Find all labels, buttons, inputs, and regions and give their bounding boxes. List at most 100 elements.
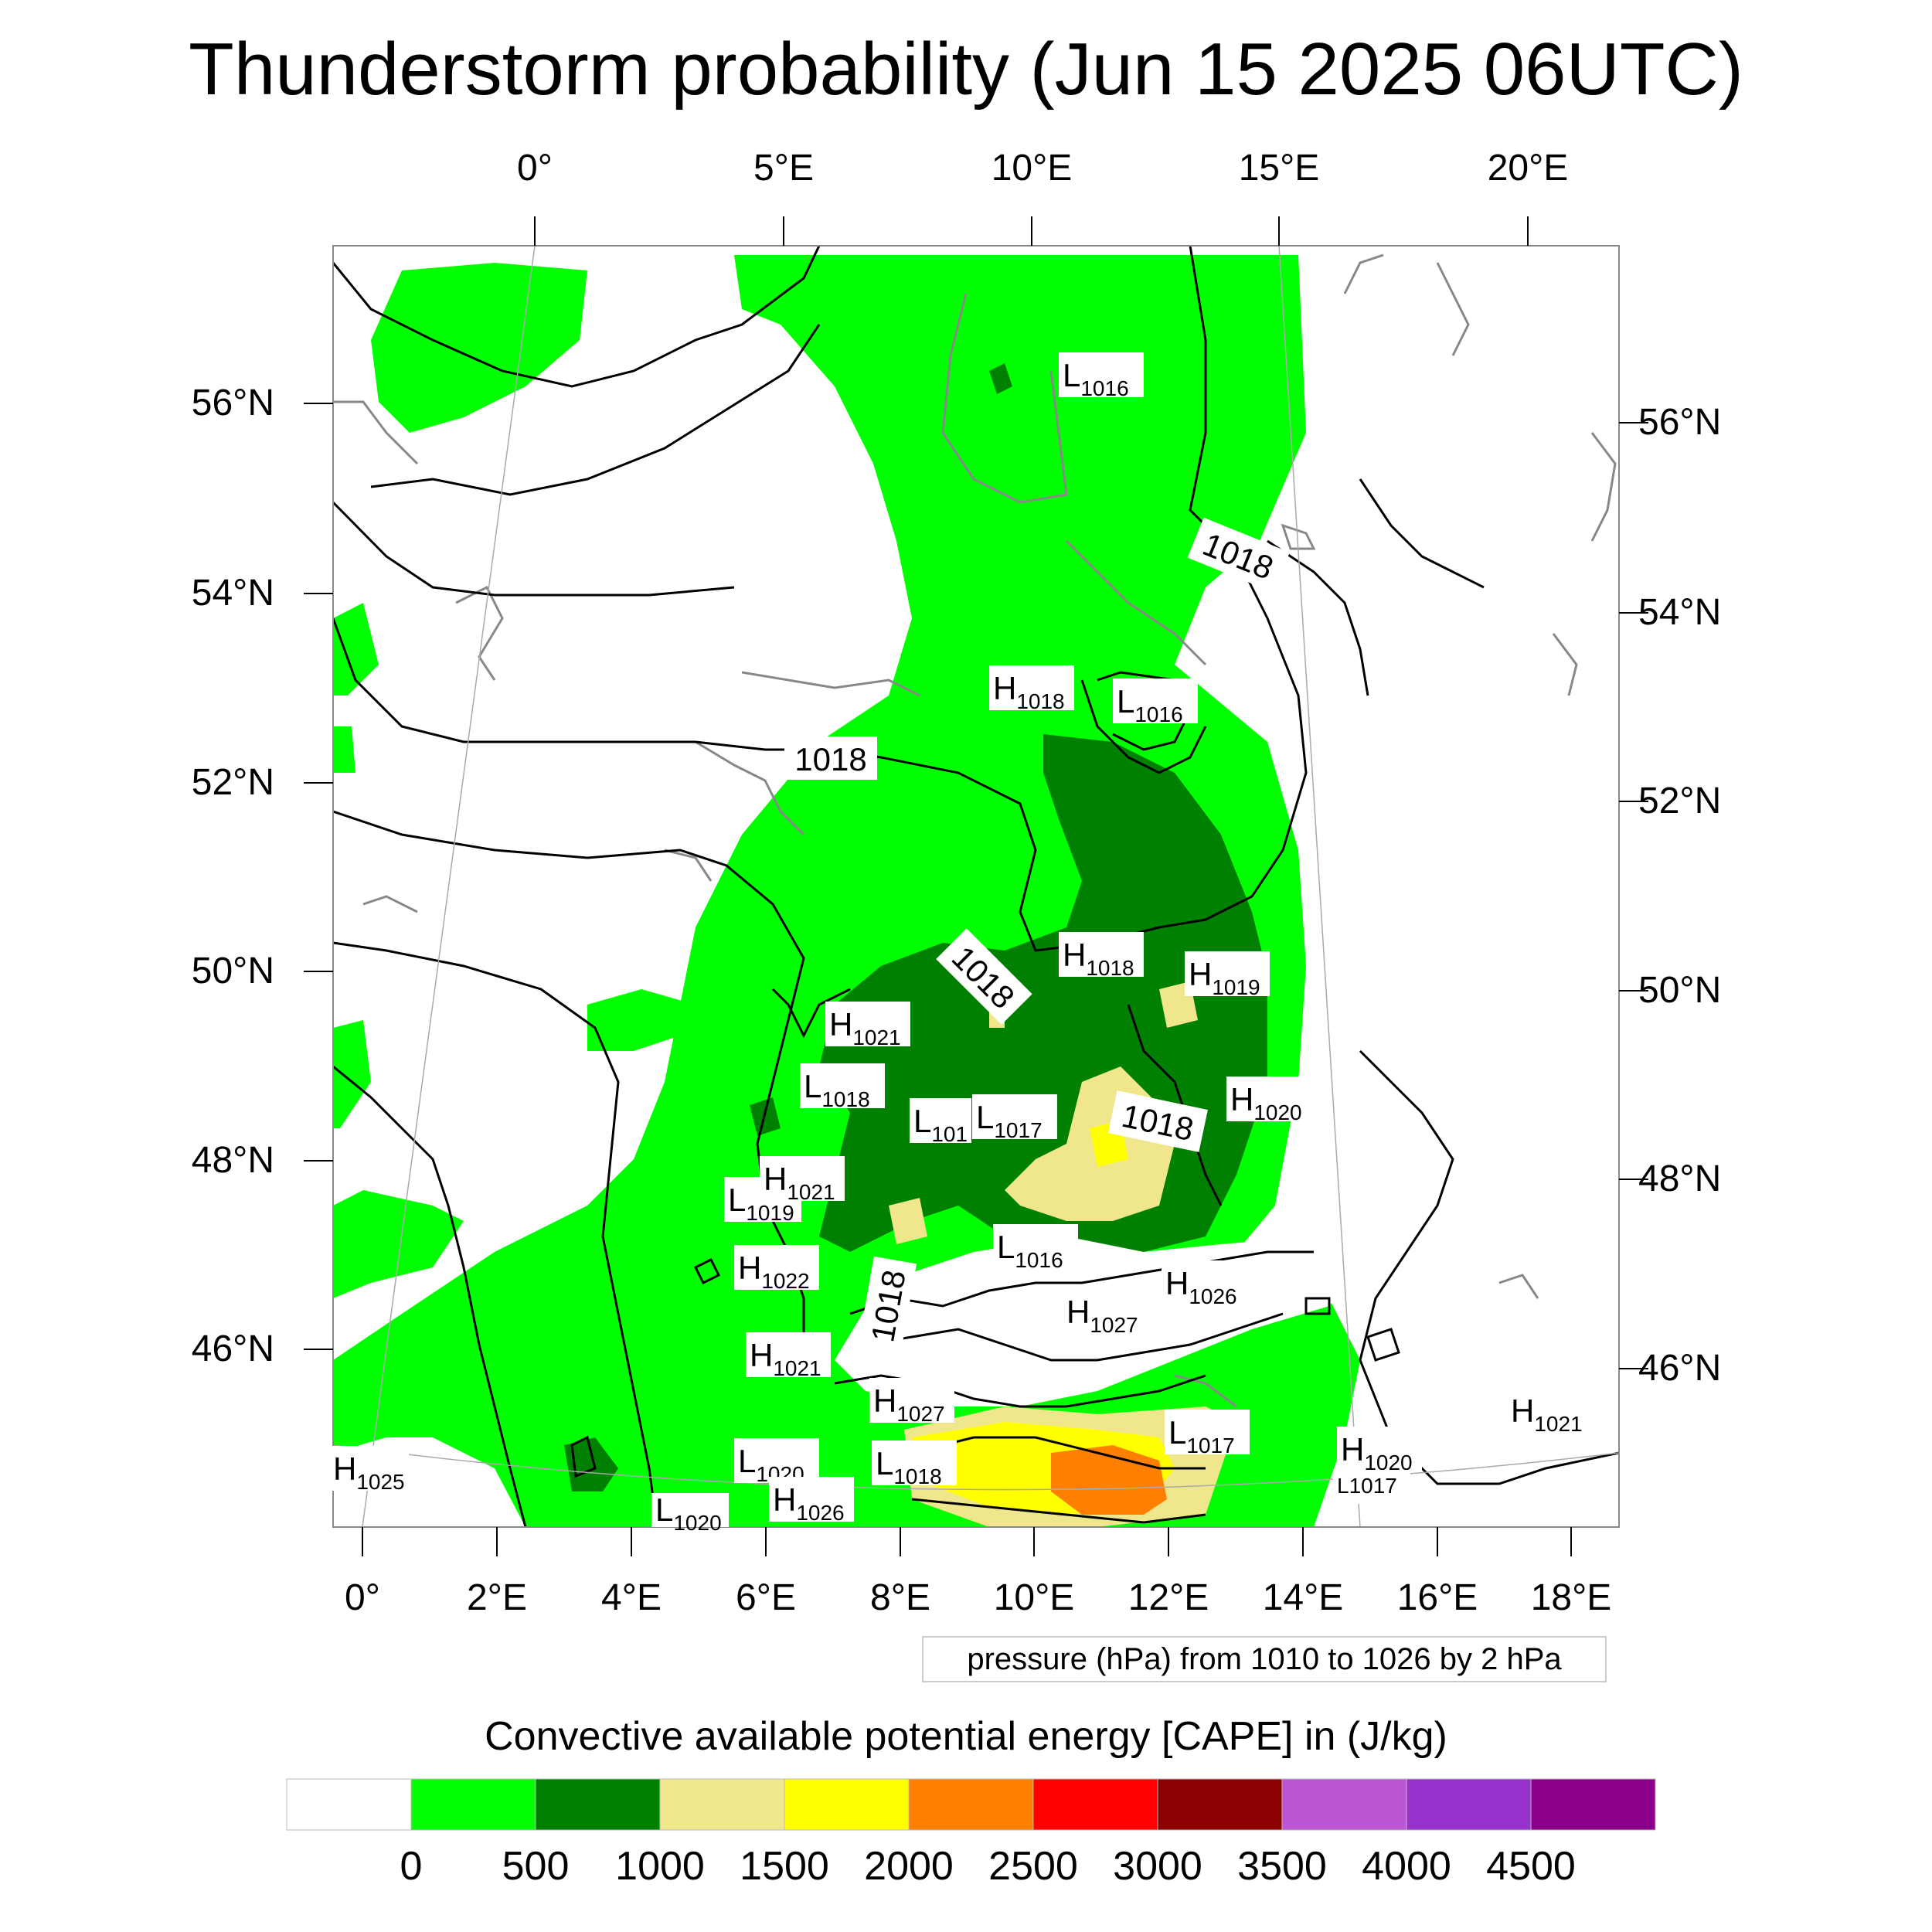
- colorbar-swatch: [1157, 1778, 1283, 1831]
- center-type: H: [738, 1250, 761, 1286]
- svg-text:H1026: H1026: [1165, 1265, 1237, 1308]
- right-lat-label: 52°N: [1638, 781, 1722, 821]
- colorbar-swatch: [659, 1778, 785, 1831]
- center-value: 1021: [787, 1180, 835, 1204]
- left-lat-label: 50°N: [191, 951, 274, 992]
- svg-text:L1019: L1019: [728, 1182, 794, 1225]
- center-type: L: [1337, 1474, 1349, 1498]
- center-value: 1017: [1349, 1474, 1397, 1498]
- left-lat-label: 46°N: [191, 1328, 274, 1369]
- colorbar-swatch: [1032, 1778, 1158, 1831]
- center-value: 1020: [673, 1511, 721, 1535]
- center-value: 1019: [746, 1201, 794, 1225]
- colorbar-label: 1500: [740, 1844, 829, 1889]
- svg-text:L1018: L1018: [804, 1068, 870, 1111]
- center-value: 1026: [796, 1501, 844, 1525]
- svg-text:H1025: H1025: [333, 1451, 405, 1494]
- center-value: 101: [931, 1122, 968, 1146]
- graticule: [333, 246, 1619, 1527]
- center-type: H: [873, 1383, 896, 1419]
- colorbar: [286, 1778, 1656, 1831]
- colorbar-swatch: [286, 1778, 412, 1831]
- bottom-lon-label: 12°E: [1128, 1577, 1209, 1618]
- svg-text:H1019: H1019: [1189, 956, 1260, 999]
- center-value: 1021: [1534, 1412, 1582, 1436]
- colorbar-title: Convective available potential energy [C…: [485, 1714, 1447, 1759]
- svg-text:H1021: H1021: [829, 1006, 901, 1049]
- center-type: L: [655, 1492, 673, 1528]
- top-lon-label: 10°E: [991, 148, 1073, 189]
- bottom-lon-label: 2°E: [467, 1577, 527, 1618]
- colorbar-swatch: [1406, 1778, 1532, 1831]
- center-type: L: [997, 1229, 1015, 1265]
- colorbar-label: 2000: [864, 1844, 954, 1889]
- center-type: L: [738, 1443, 756, 1479]
- bottom-lon-label: 14°E: [1262, 1577, 1344, 1618]
- colorbar-swatch: [535, 1778, 661, 1831]
- center-type: H: [764, 1161, 787, 1197]
- svg-text:L1016: L1016: [1117, 683, 1183, 726]
- center-value: 1019: [1212, 975, 1260, 999]
- center-type: H: [333, 1451, 356, 1487]
- left-lat-label: 56°N: [191, 383, 274, 423]
- center-type: H: [750, 1337, 773, 1373]
- top-lon-label: 20°E: [1487, 148, 1569, 189]
- center-type: H: [1230, 1081, 1253, 1117]
- top-lon-label: 15°E: [1238, 148, 1320, 189]
- svg-text:L1018: L1018: [876, 1445, 942, 1488]
- center-type: H: [1341, 1431, 1364, 1468]
- colorbar-label: 2500: [988, 1844, 1078, 1889]
- center-value: 1017: [994, 1118, 1042, 1142]
- center-value: 1022: [761, 1269, 809, 1293]
- contour-label: 1018: [794, 741, 866, 777]
- center-type: L: [913, 1103, 931, 1139]
- right-lat-label: 48°N: [1638, 1158, 1722, 1199]
- colorbar-label: 1000: [615, 1844, 705, 1889]
- colorbar-label: 0: [400, 1844, 423, 1889]
- center-value: 1021: [852, 1026, 900, 1049]
- center-value: 1017: [1186, 1434, 1234, 1458]
- center-type: H: [1165, 1265, 1189, 1301]
- svg-text:L1016: L1016: [1063, 357, 1129, 400]
- center-value: 1020: [1253, 1100, 1301, 1124]
- center-type: H: [1063, 937, 1086, 973]
- colorbar-label: 500: [502, 1844, 570, 1889]
- bottom-lon-label: 8°E: [870, 1577, 930, 1618]
- svg-text:H1027: H1027: [873, 1383, 945, 1426]
- axis-ticks: [304, 216, 1648, 1556]
- bottom-lon-label: 10°E: [993, 1577, 1075, 1618]
- center-type: L: [728, 1182, 746, 1218]
- pressure-centers: L1016 H1018 L1016 H1018 H1019 H1021 L101…: [332, 352, 1592, 1535]
- colorbar-swatch: [908, 1778, 1034, 1831]
- center-value: 1016: [1080, 376, 1128, 400]
- right-lat-label: 56°N: [1638, 402, 1722, 443]
- right-lat-label: 54°N: [1638, 592, 1722, 633]
- center-value: 1016: [1015, 1248, 1063, 1272]
- colorbar-label: 3000: [1113, 1844, 1202, 1889]
- right-lat-label: 46°N: [1638, 1348, 1722, 1389]
- bottom-lon-label: 16°E: [1396, 1577, 1478, 1618]
- bottom-lon-label: 0°: [345, 1577, 380, 1618]
- bottom-lon-label: 6°E: [736, 1577, 796, 1618]
- colorbar-label: 3500: [1237, 1844, 1327, 1889]
- colorbar-label: 4000: [1362, 1844, 1451, 1889]
- left-lat-label: 54°N: [191, 573, 274, 614]
- center-value: 1018: [893, 1464, 941, 1488]
- svg-text:H1026: H1026: [773, 1481, 845, 1525]
- svg-text:H1018: H1018: [993, 670, 1065, 713]
- center-type: H: [829, 1006, 852, 1043]
- center-type: L: [876, 1445, 893, 1481]
- center-type: L: [804, 1068, 821, 1104]
- svg-text:L101: L101: [913, 1103, 968, 1146]
- bottom-lon-label: 4°E: [601, 1577, 662, 1618]
- center-type: H: [1189, 956, 1212, 992]
- center-type: L: [1168, 1414, 1186, 1451]
- center-type: H: [773, 1481, 796, 1518]
- center-value: 1027: [896, 1402, 944, 1426]
- center-value: 1025: [356, 1470, 404, 1494]
- svg-text:H1021: H1021: [764, 1161, 835, 1204]
- colorbar-swatch: [784, 1778, 910, 1831]
- svg-text:L1017: L1017: [1337, 1474, 1397, 1498]
- svg-text:L1020: L1020: [655, 1492, 722, 1535]
- center-value: 1018: [821, 1087, 869, 1111]
